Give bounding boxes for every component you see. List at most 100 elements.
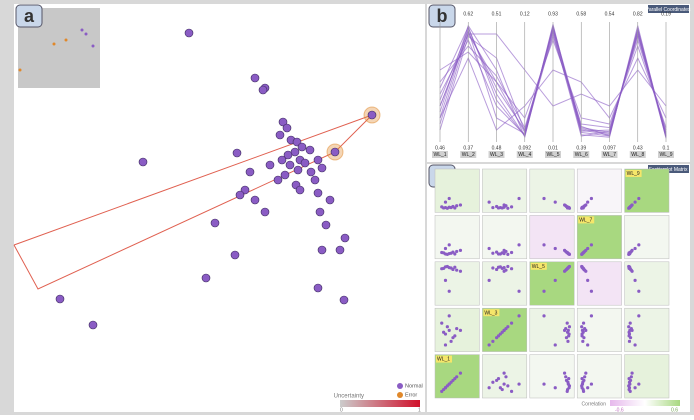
splom-point bbox=[453, 206, 457, 210]
point bbox=[250, 73, 260, 83]
legend-label: Correlation bbox=[582, 401, 607, 407]
splom-point bbox=[628, 321, 632, 325]
axis-label: WL_1 bbox=[433, 152, 446, 158]
splom-point bbox=[627, 265, 631, 269]
legend-swatch bbox=[397, 383, 403, 389]
splom-point bbox=[564, 336, 569, 340]
axis-label-box bbox=[601, 151, 618, 158]
splom-point bbox=[589, 243, 594, 247]
axis-label-box bbox=[432, 151, 448, 158]
point bbox=[300, 158, 310, 168]
axis-label-box bbox=[516, 151, 533, 158]
splom-point bbox=[566, 380, 570, 384]
splom-point bbox=[580, 384, 584, 388]
splom-point bbox=[458, 328, 463, 332]
splom-point bbox=[542, 243, 546, 247]
point bbox=[283, 150, 293, 160]
splom-point bbox=[455, 326, 459, 331]
axis-max: 0.62 bbox=[463, 11, 473, 17]
axis-label: WL_8 bbox=[631, 152, 644, 158]
splom-point bbox=[453, 334, 457, 338]
point bbox=[340, 233, 350, 243]
splom-point bbox=[449, 266, 453, 270]
splom-point bbox=[449, 251, 453, 255]
splom-point bbox=[637, 382, 641, 386]
splom-point bbox=[637, 196, 641, 201]
splom-point bbox=[445, 252, 449, 256]
axis-max: 0.82 bbox=[633, 11, 643, 17]
splom-point bbox=[447, 196, 451, 201]
splom-point bbox=[487, 386, 491, 390]
axis-max: 0.58 bbox=[576, 11, 586, 17]
splom-point bbox=[455, 268, 459, 272]
splom-point bbox=[637, 243, 641, 247]
splom-point bbox=[447, 382, 451, 386]
point bbox=[293, 165, 303, 175]
splom-point bbox=[496, 377, 501, 381]
diag-label: WL_3 bbox=[484, 310, 497, 316]
splom-point bbox=[629, 375, 633, 379]
splom-point bbox=[442, 330, 446, 334]
splom-point bbox=[580, 265, 584, 269]
splom-point bbox=[586, 386, 590, 390]
axis-min: 0.48 bbox=[492, 145, 502, 151]
splom-point bbox=[453, 377, 457, 381]
splom-point bbox=[517, 382, 521, 386]
legend-label: Normal bbox=[405, 383, 423, 389]
splom-point bbox=[500, 387, 504, 392]
point bbox=[282, 123, 292, 133]
splom-point bbox=[517, 314, 521, 318]
point bbox=[310, 175, 320, 185]
point bbox=[317, 163, 327, 173]
splom-point bbox=[562, 203, 567, 207]
splom-point bbox=[567, 325, 572, 329]
splom-point bbox=[627, 377, 631, 381]
splom-point bbox=[445, 325, 449, 329]
point bbox=[265, 160, 275, 170]
splom-point bbox=[567, 265, 571, 269]
splom-point bbox=[458, 203, 463, 207]
splom-point bbox=[491, 205, 495, 210]
splom-point bbox=[633, 343, 637, 347]
splom-point bbox=[491, 339, 495, 343]
splom-point bbox=[586, 278, 590, 282]
splom-point bbox=[542, 196, 546, 201]
point bbox=[295, 185, 305, 195]
splom-point bbox=[627, 206, 631, 210]
splom-point bbox=[487, 278, 491, 282]
splom-point bbox=[566, 339, 570, 343]
diag-label-box bbox=[530, 262, 547, 270]
splom-point bbox=[586, 246, 590, 251]
splom-point bbox=[565, 330, 570, 334]
splom-point bbox=[495, 267, 499, 272]
point bbox=[138, 157, 148, 167]
splom-point bbox=[542, 289, 546, 293]
splom-point bbox=[447, 243, 451, 247]
splom-point bbox=[589, 289, 594, 293]
splom-point bbox=[455, 204, 459, 208]
splom-point bbox=[447, 314, 451, 318]
splom-point bbox=[502, 203, 506, 207]
point bbox=[235, 190, 245, 200]
splom-point bbox=[440, 321, 444, 325]
splom-point bbox=[458, 269, 463, 273]
splom-point bbox=[567, 206, 571, 210]
splom-point bbox=[443, 343, 448, 347]
splom-point bbox=[504, 375, 508, 379]
axis-max: 0.54 bbox=[605, 11, 615, 17]
axis-min: 0.39 bbox=[576, 145, 586, 151]
panel-letter: a bbox=[24, 6, 35, 26]
splom-point bbox=[627, 330, 631, 334]
splom-point bbox=[506, 384, 510, 388]
point bbox=[277, 155, 287, 165]
splom-point bbox=[440, 267, 444, 271]
uncertainty-bar bbox=[340, 400, 420, 407]
badge-b: b bbox=[428, 4, 456, 28]
splom-point bbox=[443, 246, 448, 251]
splom-point bbox=[453, 265, 457, 269]
point bbox=[258, 85, 268, 95]
splom-point bbox=[627, 339, 632, 343]
splom-point bbox=[502, 371, 506, 375]
axis-label-box bbox=[488, 151, 505, 158]
splom-point bbox=[581, 389, 586, 393]
